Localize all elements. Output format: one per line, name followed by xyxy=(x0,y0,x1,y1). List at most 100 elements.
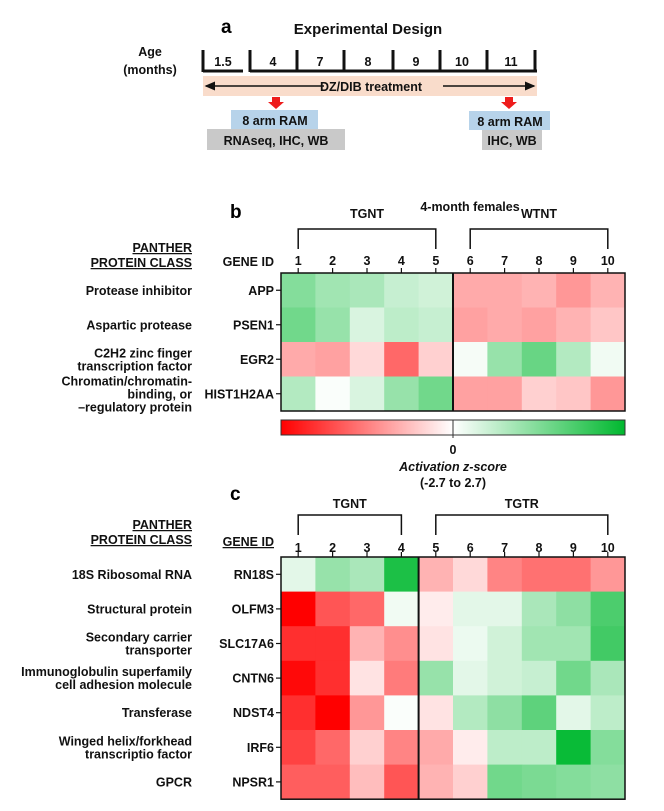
heatmap-cell xyxy=(349,342,385,377)
gene-label: HIST1H2AA xyxy=(205,387,274,401)
heatmap-cell xyxy=(487,557,523,593)
panel-a-title: Experimental Design xyxy=(294,21,442,38)
heatmap-cell xyxy=(315,307,351,343)
left-ram-box xyxy=(231,110,318,129)
protein-class-label: Chromatin/chromatin- xyxy=(61,374,192,388)
timepoint-label: 1.5 xyxy=(214,55,231,69)
heatmap-cell xyxy=(521,591,557,627)
heatmap-cell xyxy=(590,764,626,800)
heatmap-cell xyxy=(521,660,557,696)
column-label: 10 xyxy=(601,541,615,555)
heatmap-cell xyxy=(487,660,523,696)
heatmap-cell xyxy=(590,557,626,593)
protein-class-label: transporter xyxy=(125,644,192,658)
heatmap-cell xyxy=(453,376,488,412)
heatmap-cell xyxy=(349,695,385,731)
group-label: TGTR xyxy=(505,497,539,511)
colorbar-tick-label: 0 xyxy=(450,443,457,457)
heatmap-cell xyxy=(315,695,351,731)
heatmap-cell xyxy=(556,660,592,696)
gene-label: CNTN6 xyxy=(232,672,274,686)
heatmap-cell xyxy=(384,695,420,731)
timepoint-label: 11 xyxy=(504,55,517,69)
column-label: 7 xyxy=(501,541,508,555)
colorbar-label: Activation z-score xyxy=(398,460,507,474)
heatmap-cell xyxy=(281,695,316,731)
group-label: TGNT xyxy=(350,207,384,221)
age-label: Age xyxy=(138,45,162,59)
group-bracket xyxy=(297,228,437,249)
heatmap-cell xyxy=(281,307,316,343)
age-unit-label: (months) xyxy=(123,63,176,77)
heatmap-cell xyxy=(521,342,557,377)
right-ram-box xyxy=(469,111,550,130)
heatmap-cell xyxy=(453,695,488,731)
heatmap-cell xyxy=(453,273,488,308)
heatmap-cell xyxy=(487,342,523,377)
column-label: 9 xyxy=(570,541,577,555)
treatment-band xyxy=(203,76,537,96)
heatmap-cell xyxy=(315,557,351,593)
heatmap-cell xyxy=(556,591,592,627)
right-assay-label: IHC, WB xyxy=(487,134,536,148)
timepoint-label: 7 xyxy=(317,55,324,69)
heatmap-cell xyxy=(418,764,454,800)
heatmap-cell xyxy=(418,557,454,593)
heatmap-cell xyxy=(349,273,385,308)
heatmap-cell xyxy=(384,660,420,696)
group-bracket xyxy=(297,514,403,535)
heatmap-cell xyxy=(418,660,454,696)
heatmap-cell xyxy=(521,376,557,412)
left-ram-label: 8 arm RAM xyxy=(242,114,307,128)
heatmap-cell xyxy=(556,557,592,593)
panel-b-letter: b xyxy=(230,202,242,223)
protein-class-label: 18S Ribosomal RNA xyxy=(72,568,192,582)
gene-label: RN18S xyxy=(234,568,274,582)
heatmap-cell xyxy=(281,764,316,800)
heatmap-cell xyxy=(487,376,523,412)
panel-b-heatmap: b 4-month females 0 Activation z-score (… xyxy=(61,200,626,490)
protein-class-label: C2H2 zinc finger xyxy=(94,346,192,360)
heatmap-cell xyxy=(384,764,420,800)
column-label: 6 xyxy=(467,254,474,268)
column-label: 1 xyxy=(295,541,302,555)
group-label: WTNT xyxy=(521,207,557,221)
heatmap-cell xyxy=(384,307,420,343)
heatmap-cell xyxy=(453,557,488,593)
gene-label: SLC17A6 xyxy=(219,637,274,651)
column-label: 8 xyxy=(536,541,543,555)
heatmap-cell xyxy=(590,591,626,627)
gene-id-header: GENE ID xyxy=(223,255,274,269)
heatmap-cell xyxy=(556,626,592,662)
heatmap-cell xyxy=(349,764,385,800)
heatmap-cell xyxy=(590,626,626,662)
right-ram-label: 8 arm RAM xyxy=(477,115,542,129)
heatmap-cell xyxy=(556,273,592,308)
panel-c-letter: c xyxy=(230,484,241,505)
column-label: 7 xyxy=(501,254,508,268)
heatmap-cell xyxy=(384,626,420,662)
heatmap-cell xyxy=(487,591,523,627)
panel-a-letter: a xyxy=(221,17,232,38)
heatmap-cell xyxy=(556,342,592,377)
column-label: 8 xyxy=(536,254,543,268)
heatmap-cell xyxy=(453,764,488,800)
heatmap-cell xyxy=(315,764,351,800)
heatmap-border xyxy=(280,556,626,800)
column-label: 1 xyxy=(295,254,302,268)
column-label: 5 xyxy=(432,541,439,555)
treatment-label: DZ/DIB treatment xyxy=(320,80,423,94)
group-label: TGNT xyxy=(333,497,367,511)
column-label: 10 xyxy=(601,254,615,268)
heatmap-cell xyxy=(349,557,385,593)
heatmap-cell xyxy=(487,273,523,308)
class-header: PROTEIN CLASS xyxy=(91,533,192,547)
heatmap-cell xyxy=(281,730,316,766)
heatmap-cell xyxy=(556,764,592,800)
heatmap-cell xyxy=(521,307,557,343)
column-label: 4 xyxy=(398,254,405,268)
heatmap-cell xyxy=(349,376,385,412)
panel-a-experimental-design: a Experimental Design Age (months) 1.5 4 7… xyxy=(123,17,550,150)
column-label: 3 xyxy=(364,254,371,268)
